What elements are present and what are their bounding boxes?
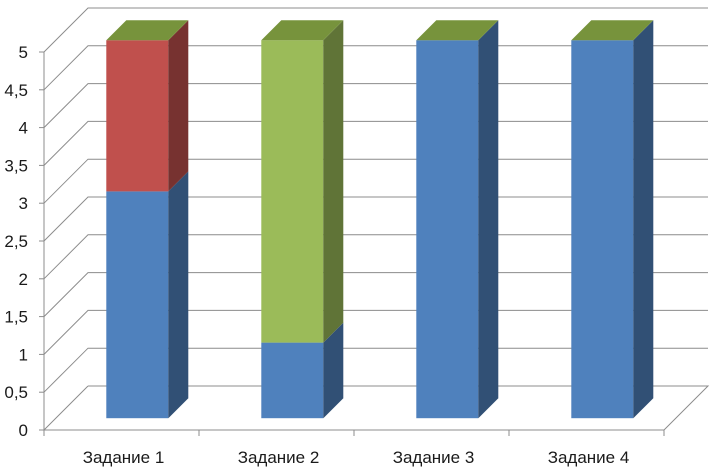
gridline <box>43 7 708 53</box>
y-tick-label: 4 <box>19 119 28 138</box>
y-tick-label: 3 <box>19 194 28 213</box>
x-tick-labels: Задание 1 Задание 2 Задание 3 Задание 4 <box>83 448 630 467</box>
bar-segment-side <box>633 20 654 419</box>
gridline <box>43 158 708 204</box>
bar-segment-side <box>168 171 189 419</box>
bar-segment <box>106 191 169 419</box>
y-tick-label: 1,5 <box>4 308 28 327</box>
x-tick-label: Задание 2 <box>238 448 320 467</box>
bars <box>106 20 654 419</box>
bar-segment <box>571 40 634 419</box>
bar-segment <box>261 40 324 343</box>
x-tick-label: Задание 1 <box>83 448 165 467</box>
gridline <box>43 120 708 166</box>
gridline <box>43 347 708 393</box>
y-tick-label: 0 <box>19 421 28 440</box>
bar-segment <box>106 40 169 192</box>
bar-segment-side <box>168 20 189 192</box>
gridline <box>43 309 708 355</box>
y-tick-label: 1 <box>19 345 28 364</box>
gridline <box>43 234 708 280</box>
y-tick-label: 4,5 <box>4 81 28 100</box>
bar-segment-side <box>323 20 344 343</box>
y-tick-label: 3,5 <box>4 156 28 175</box>
axes <box>39 51 710 436</box>
y-tick-label: 0,5 <box>4 383 28 402</box>
gridline <box>43 272 708 317</box>
bar-segment-side <box>478 20 499 419</box>
bar-segment <box>416 40 479 419</box>
gridline <box>43 45 708 91</box>
y-tick-label: 2,5 <box>4 232 28 251</box>
x-tick-label: Задание 3 <box>393 448 475 467</box>
y-tick-label: 5 <box>19 43 28 62</box>
bar-top <box>106 20 189 41</box>
bar-segment-side <box>323 322 344 419</box>
bar-top <box>416 20 499 41</box>
bar-top <box>261 20 344 41</box>
gridline <box>43 83 708 128</box>
y-tick-labels: 0 0,5 1 1,5 2 2,5 3 3,5 4 4,5 5 <box>4 43 28 440</box>
bar-top <box>571 20 654 41</box>
x-tick-label: Задание 4 <box>548 448 630 467</box>
y-tick-label: 2 <box>19 270 28 289</box>
gridlines <box>43 7 708 393</box>
gridline <box>43 196 708 242</box>
bar-segment <box>261 342 324 419</box>
